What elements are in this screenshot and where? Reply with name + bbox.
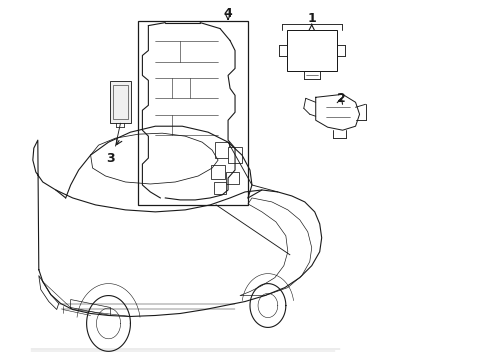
- Bar: [211, 165, 225, 179]
- Text: 3: 3: [106, 152, 115, 165]
- Text: 4: 4: [224, 7, 232, 20]
- Bar: [138, 21, 248, 205]
- Bar: [110, 81, 131, 123]
- Bar: [214, 182, 226, 194]
- Text: 1: 1: [307, 12, 316, 25]
- Bar: [228, 147, 242, 163]
- Text: 2: 2: [337, 92, 346, 105]
- Bar: [287, 30, 337, 71]
- Bar: [225, 171, 239, 184]
- Bar: [215, 142, 229, 158]
- Bar: [113, 85, 128, 119]
